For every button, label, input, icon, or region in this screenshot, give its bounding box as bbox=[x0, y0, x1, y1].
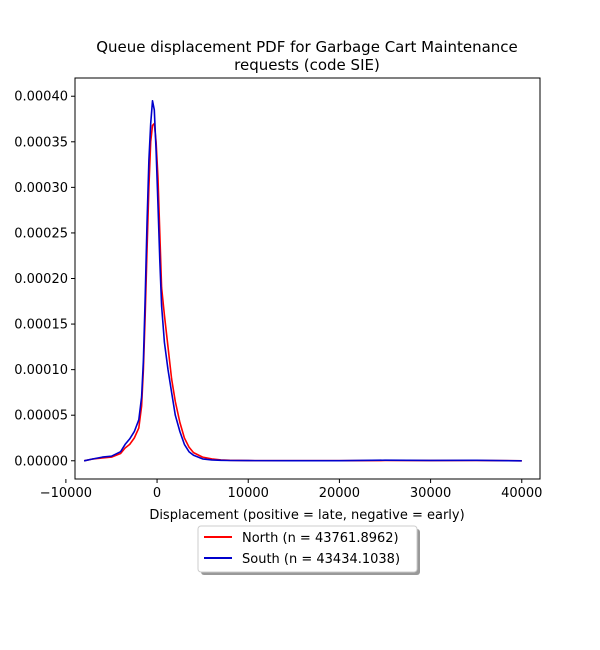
x-tick-label: 0 bbox=[153, 486, 161, 501]
x-tick-label: 30000 bbox=[410, 486, 451, 501]
x-tick-label: 20000 bbox=[319, 486, 360, 501]
y-tick-label: 0.00040 bbox=[14, 90, 68, 105]
x-axis: −10000 0 10000 20000 30000 40000 bbox=[40, 479, 542, 501]
x-tick-label: 40000 bbox=[501, 486, 542, 501]
x-tick-label: −10000 bbox=[40, 486, 92, 501]
y-tick-label: 0.00020 bbox=[14, 272, 68, 287]
series-line-north bbox=[83, 122, 522, 462]
series-layer bbox=[83, 100, 522, 462]
y-axis: 0.00000 0.00005 0.00010 0.00015 0.00020 0.000… bbox=[14, 90, 75, 469]
y-tick-label: 0.00035 bbox=[14, 135, 68, 150]
legend-label-north: North (n = 43761.8962) bbox=[242, 531, 399, 546]
legend-box bbox=[197, 525, 418, 573]
series-line-south bbox=[83, 100, 522, 462]
legend-label-south: South (n = 43434.1038) bbox=[242, 552, 400, 567]
y-tick-label: 0.00010 bbox=[14, 363, 68, 378]
x-axis-label: Displacement (positive = late, negative … bbox=[149, 508, 464, 523]
x-tick-label: 10000 bbox=[228, 486, 269, 501]
chart-title-line-1: Queue displacement PDF for Garbage Cart … bbox=[96, 38, 518, 56]
y-tick-label: 0.00000 bbox=[14, 454, 68, 469]
y-tick-label: 0.00030 bbox=[14, 181, 68, 196]
plot-frame bbox=[74, 77, 541, 480]
y-tick-label: 0.00025 bbox=[14, 226, 68, 241]
y-tick-label: 0.00005 bbox=[14, 409, 68, 424]
y-tick-label: 0.00015 bbox=[14, 318, 68, 333]
chart-title-line-2: requests (code SIE) bbox=[234, 56, 380, 74]
legend: North (n = 43761.8962) South (n = 43434.… bbox=[197, 525, 420, 575]
